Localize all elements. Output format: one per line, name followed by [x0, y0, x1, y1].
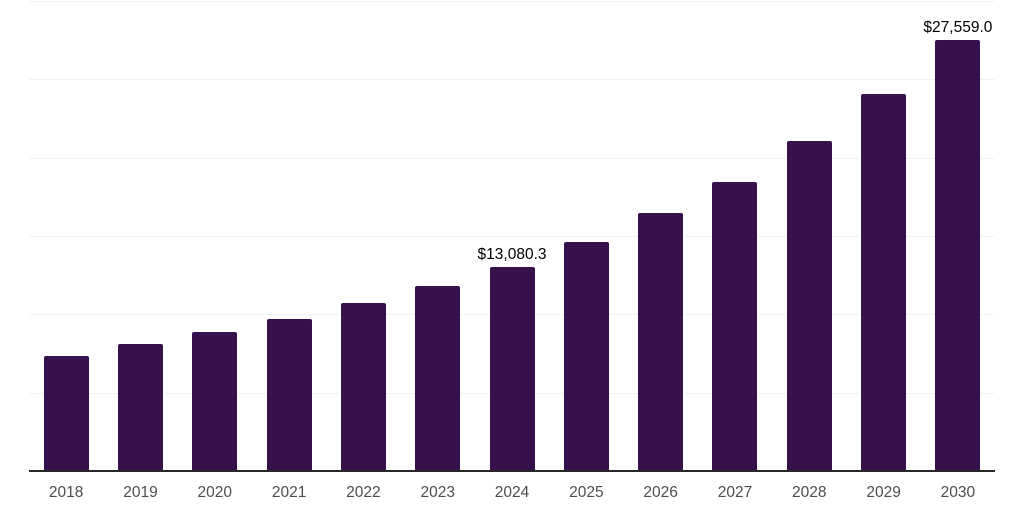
- bar-2021: [266, 319, 312, 472]
- x-tick-2025: 2025: [569, 484, 604, 501]
- bar-2023: [415, 286, 461, 472]
- x-tick-2019: 2019: [123, 484, 158, 501]
- x-tick-2018: 2018: [48, 484, 84, 501]
- x-axis-line: [29, 470, 995, 472]
- bar-slot-2018: [29, 2, 103, 472]
- bar-slot-2020: [178, 2, 252, 472]
- bar-slot-2023: [401, 2, 475, 472]
- bar-slot-2021: [252, 2, 326, 472]
- x-tick-2022: 2022: [346, 484, 381, 501]
- bar-2025: [563, 242, 609, 472]
- bar-slot-2019: [103, 2, 177, 472]
- bar-2026: [638, 213, 684, 472]
- bar-2030: [935, 40, 981, 472]
- x-tick-2023: 2023: [420, 484, 455, 501]
- bar-slot-2030: $27,559.0: [921, 2, 995, 472]
- bar-2022: [340, 303, 386, 472]
- x-axis-labels: 2018 2019 2020 2021 2022 2023 2024 2025 2026 2027…: [29, 472, 995, 512]
- bar-slot-2029: [846, 2, 920, 472]
- bar-value-label-2030: $27,559.0: [923, 18, 993, 36]
- x-tick-2027: 2027: [717, 484, 753, 501]
- bar-slot-2022: [326, 2, 400, 472]
- gridline: [29, 157, 995, 159]
- bar-2027: [712, 182, 758, 472]
- x-tick-2021: 2021: [271, 484, 307, 501]
- bar-2019: [117, 344, 163, 472]
- bar-2029: [861, 94, 907, 472]
- x-tick-2026: 2026: [643, 484, 678, 501]
- x-tick-2030: 2030: [940, 484, 976, 501]
- bar-slot-2028: [772, 2, 846, 472]
- gridline: [29, 79, 995, 81]
- bars-container: $13,080.3 $27,559.0: [29, 2, 995, 472]
- x-tick-2028: 2028: [792, 484, 827, 501]
- x-tick-2020: 2020: [197, 484, 233, 501]
- plot-area: $13,080.3 $27,559.0: [29, 1, 995, 472]
- x-tick-2024: 2024: [494, 484, 530, 501]
- bar-slot-2027: [698, 2, 772, 472]
- bar-2020: [192, 332, 238, 472]
- bar-value-label-2024: $13,080.3: [477, 245, 547, 263]
- bar-2018: [43, 356, 89, 472]
- bar-slot-2025: [549, 2, 623, 472]
- bar-slot-2026: [624, 2, 698, 472]
- gridline: [29, 1, 995, 2]
- gridline: [29, 236, 995, 237]
- bar-2028: [786, 141, 832, 472]
- x-tick-2029: 2029: [866, 484, 901, 501]
- bar-slot-2024: $13,080.3: [475, 2, 549, 472]
- bar-2024: [489, 267, 535, 472]
